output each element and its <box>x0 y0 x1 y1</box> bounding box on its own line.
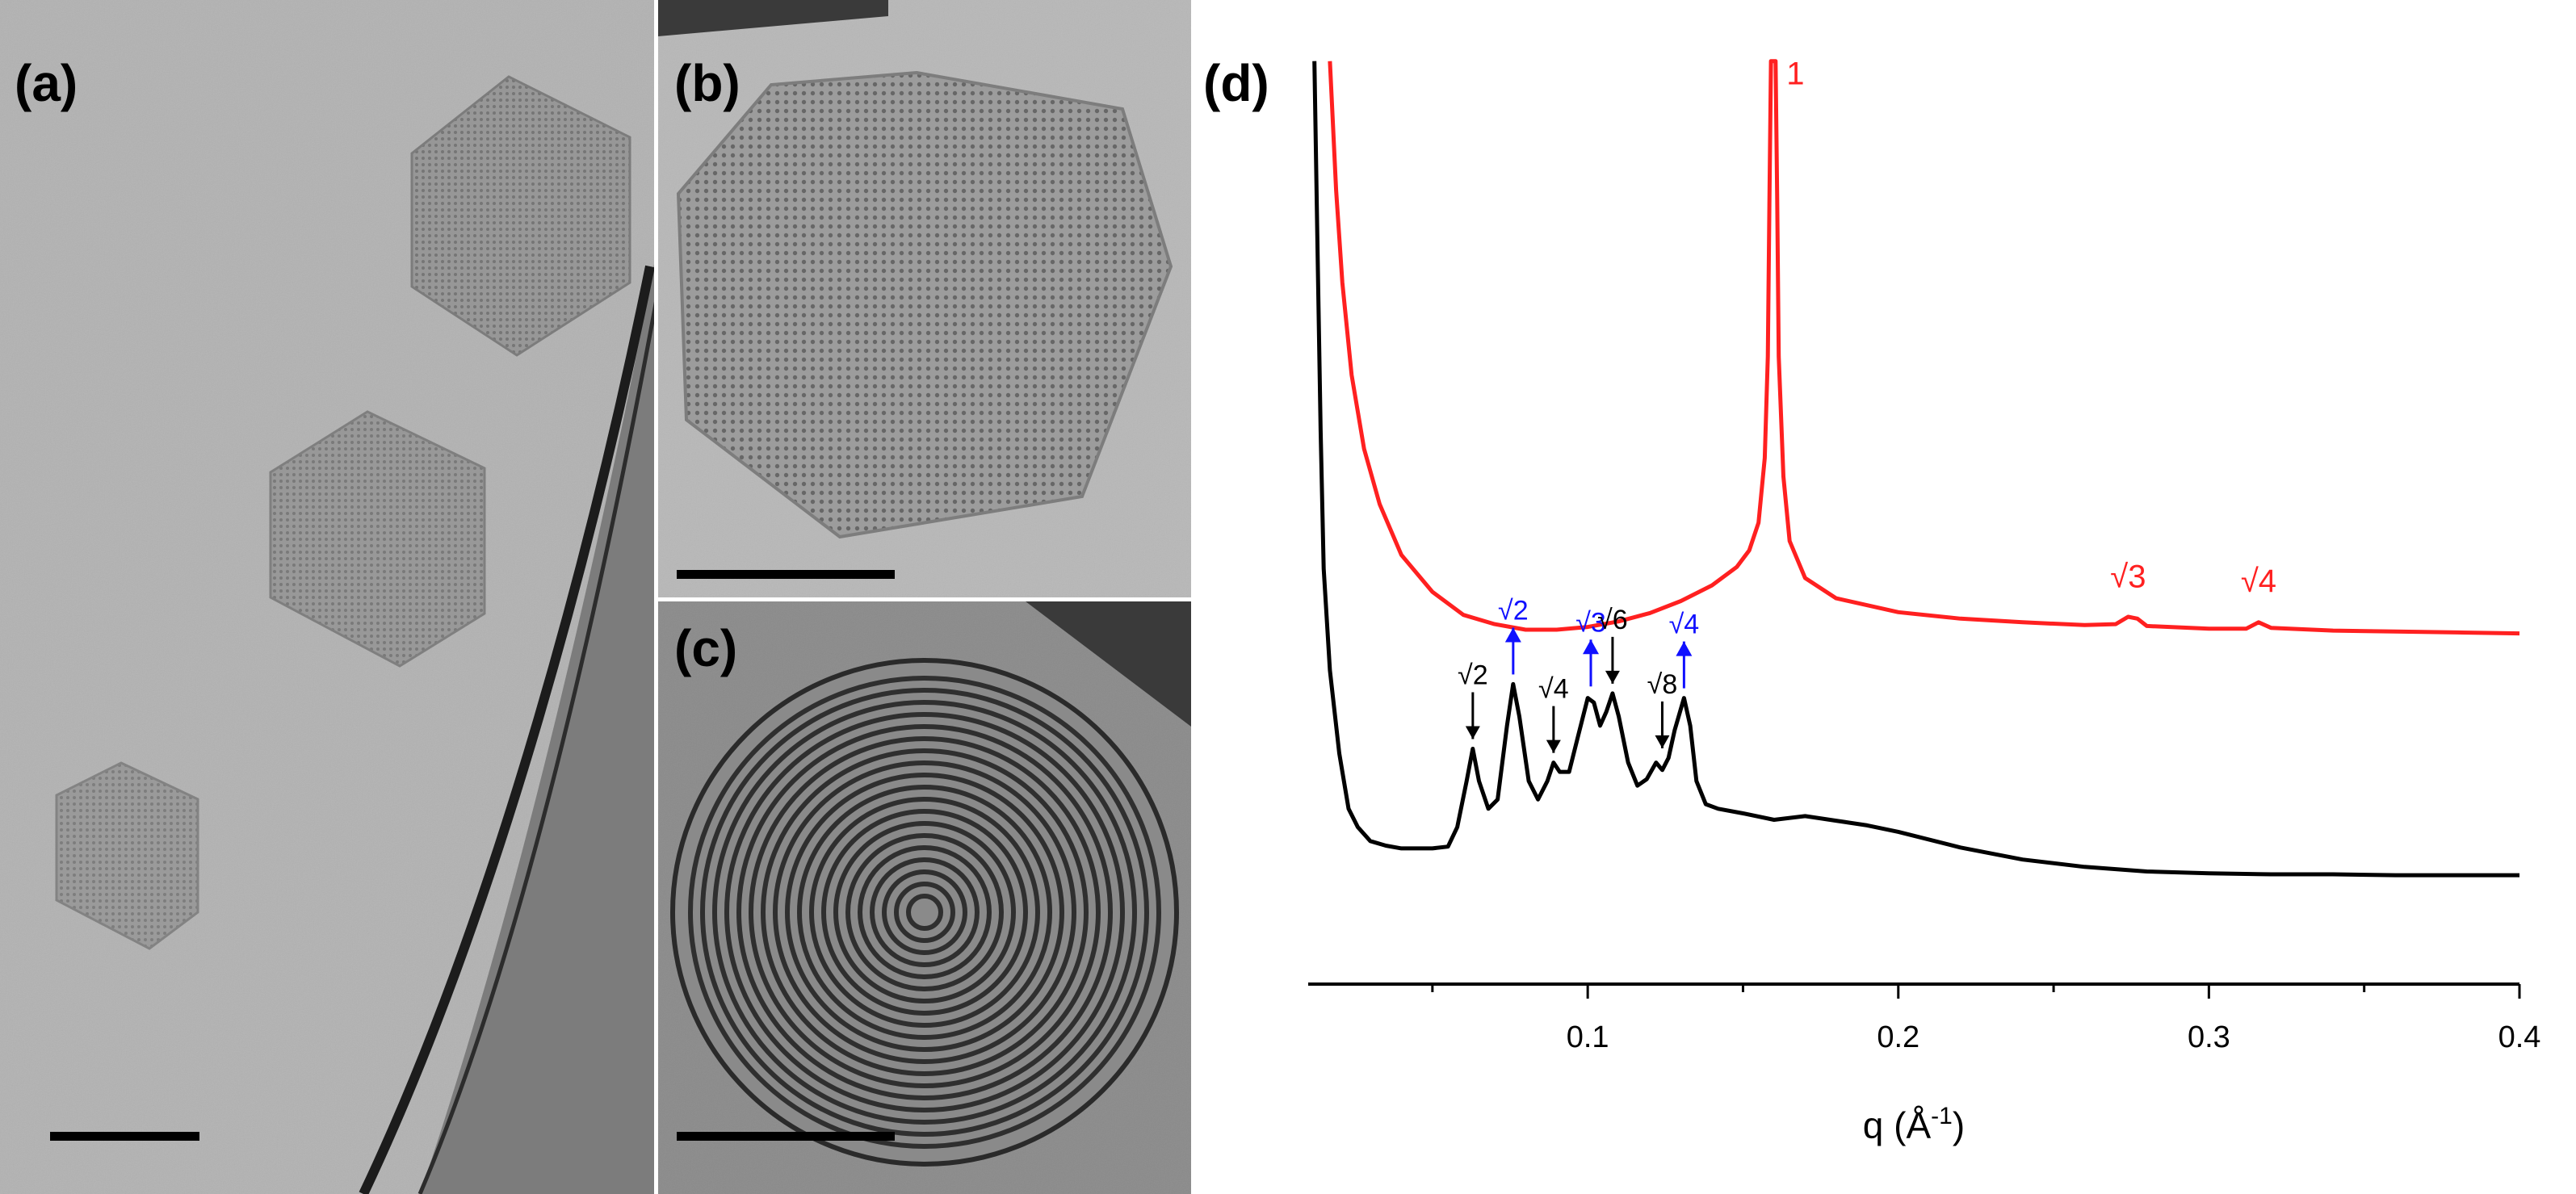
panel-label-c: (c) <box>674 619 737 677</box>
hexagon-crystal <box>410 75 631 357</box>
series-line-2 <box>1312 61 2519 878</box>
svg-text:√4: √4 <box>1538 674 1569 705</box>
panel-c-micrograph <box>658 601 1191 1194</box>
x-tick-label: 0.3 <box>2188 1020 2230 1054</box>
x-axis-label: q (Å-1) <box>1863 1103 1965 1146</box>
svg-text:√2: √2 <box>1458 660 1488 690</box>
hexagon-crystal-large <box>676 70 1173 539</box>
scale-bar-c <box>677 1132 895 1141</box>
peak-arrow: √2 <box>1458 660 1488 739</box>
peak-arrow: √8 <box>1647 669 1678 748</box>
peak-arrow: √3 <box>1575 607 1606 687</box>
scale-bar-a <box>50 1132 199 1141</box>
panel-label-d: (d) <box>1203 54 1269 112</box>
peak-arrow: √2 <box>1498 595 1529 675</box>
series-line-1 <box>1328 59 2520 636</box>
svg-text:√2: √2 <box>1498 595 1529 626</box>
x-tick-label: 0.1 <box>1567 1020 1609 1054</box>
svg-text:√6: √6 <box>1597 605 1628 635</box>
panel-label-b: (b) <box>674 54 740 112</box>
scale-bar-b <box>677 570 895 579</box>
film-edge <box>420 242 658 1194</box>
peak-annotation: √3 <box>2110 559 2146 594</box>
x-tick-label: 0.4 <box>2498 1020 2541 1054</box>
peak-annotation: √4 <box>2241 563 2276 599</box>
concentric-lamellae <box>688 676 1161 1149</box>
saxs-chart: 0.1 0.2 0.3 0.4 1√3 √4 √2√2√4√3√6√8√4 q (Å-1… <box>1308 56 2540 1146</box>
peak-arrow: √4 <box>1669 610 1700 689</box>
svg-text:√8: √8 <box>1647 669 1678 700</box>
panel-a-micrograph <box>0 0 658 1194</box>
hexagon-crystal <box>269 410 486 668</box>
panel-b-micrograph <box>658 0 1191 597</box>
svg-text:√3: √3 <box>1575 607 1606 638</box>
x-tick-label: 0.2 <box>1877 1020 1919 1054</box>
peak-arrow: √6 <box>1597 605 1628 684</box>
peak-arrow: √4 <box>1538 674 1569 753</box>
hexagon-crystal <box>55 761 199 950</box>
panel-label-a: (a) <box>15 54 78 112</box>
peak-annotation: 1 <box>1786 56 1804 91</box>
svg-text:√4: √4 <box>1669 610 1700 640</box>
